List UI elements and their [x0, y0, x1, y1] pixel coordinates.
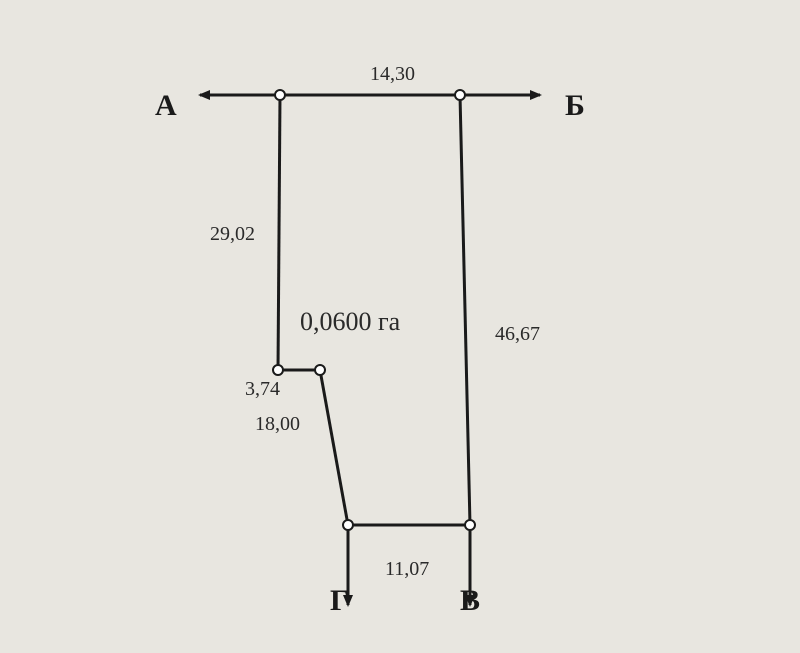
vertex-p6 — [273, 365, 283, 375]
dim-step: 3,74 — [245, 378, 280, 400]
edge-left_upper — [278, 95, 280, 370]
direction-arrows — [200, 95, 540, 605]
dim-left_upper: 29,02 — [210, 223, 255, 245]
vertex-p1 — [275, 90, 285, 100]
vertex-p2 — [455, 90, 465, 100]
dim-top: 14,30 — [370, 63, 415, 85]
corner-B: Б — [565, 89, 585, 122]
land-plot-diagram: 14,30 46,67 11,07 18,00 3,74 29,02 А Б В Г 0,060… — [0, 0, 800, 653]
edge-left_lower — [320, 370, 348, 525]
corner-G: Г — [330, 584, 349, 617]
vertex-p4 — [343, 520, 353, 530]
vertex-p3 — [465, 520, 475, 530]
corner-labels: А Б В Г — [155, 89, 585, 617]
dim-right: 46,67 — [495, 323, 540, 345]
dim-left_lower: 18,00 — [255, 413, 300, 435]
area-label: 0,0600 га — [300, 307, 401, 336]
dim-bottom: 11,07 — [385, 558, 429, 580]
edge-right — [460, 95, 470, 525]
vertex-p5 — [315, 365, 325, 375]
corner-V: В — [460, 584, 480, 617]
corner-A: А — [155, 89, 177, 122]
